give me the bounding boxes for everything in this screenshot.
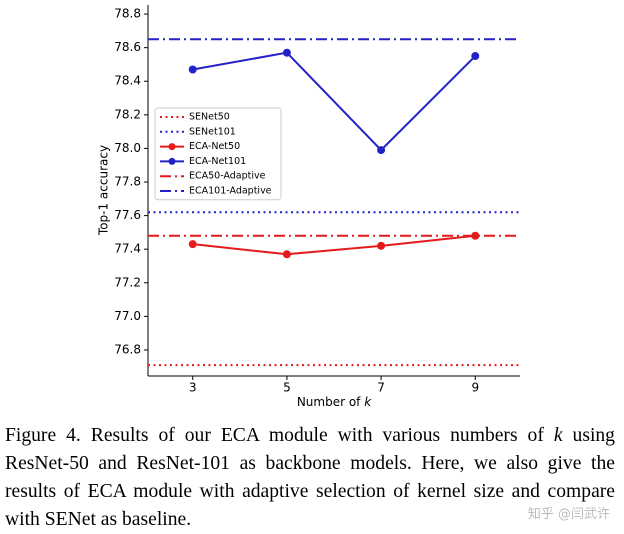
legend-box bbox=[154, 107, 282, 201]
point bbox=[471, 231, 480, 240]
x-axis-label-var: k bbox=[364, 395, 372, 409]
y-tick-label: 78.0 bbox=[114, 141, 141, 155]
y-tick-label: 78.6 bbox=[114, 40, 141, 54]
legend-label: ECA50-Adaptive bbox=[189, 171, 266, 182]
legend-marker bbox=[168, 157, 176, 165]
legend-label: ECA101-Adaptive bbox=[189, 186, 272, 197]
x-axis-label-text: Number of bbox=[297, 395, 361, 409]
watermark: 知乎 @闫武许 bbox=[527, 507, 610, 522]
y-tick-label: 77.0 bbox=[114, 309, 141, 323]
caption-rest: using ResNet-50 and ResNet-101 as backbo… bbox=[5, 425, 615, 530]
point bbox=[188, 240, 197, 249]
caption-var: k bbox=[553, 425, 563, 446]
series-line bbox=[192, 51, 476, 152]
y-tick-label: 77.4 bbox=[114, 242, 141, 256]
y-axis-label: Top-1 accuracy bbox=[97, 145, 111, 236]
y-tick-label: 76.8 bbox=[114, 342, 141, 356]
point bbox=[377, 241, 386, 250]
y-tick-label: 77.6 bbox=[114, 208, 141, 222]
legend-marker bbox=[168, 143, 176, 151]
caption-prefix: Figure 4. Results of our ECA module with… bbox=[5, 425, 544, 446]
y-tick-label: 77.8 bbox=[114, 175, 141, 189]
x-tick-label: 3 bbox=[189, 381, 197, 395]
legend-label: SENet101 bbox=[189, 126, 236, 137]
x-tick-label: 9 bbox=[471, 381, 479, 395]
chart: Top-1 accuracy Number of k 76.8 77.2 77.4 7… bbox=[97, 5, 520, 409]
y-tick-label: 78.4 bbox=[114, 74, 141, 88]
y-tick-label: 78.8 bbox=[114, 7, 141, 21]
point bbox=[282, 48, 291, 57]
y-tick-label: 77.2 bbox=[114, 275, 141, 289]
point bbox=[471, 52, 480, 61]
legend-label: ECA-Net101 bbox=[189, 156, 246, 167]
x-tick-label: 7 bbox=[377, 381, 385, 395]
point bbox=[377, 146, 386, 155]
point bbox=[188, 65, 197, 74]
point bbox=[282, 250, 291, 259]
x-tick-label: 5 bbox=[283, 381, 291, 395]
y-tick-label: 78.2 bbox=[114, 107, 141, 121]
caption: Figure 4. Results of our ECA module with… bbox=[5, 422, 615, 534]
series-line bbox=[192, 234, 476, 256]
x-axis-label: Number of k bbox=[297, 395, 372, 409]
legend-label: ECA-Net50 bbox=[189, 141, 240, 152]
legend-label: SENet50 bbox=[189, 112, 230, 123]
